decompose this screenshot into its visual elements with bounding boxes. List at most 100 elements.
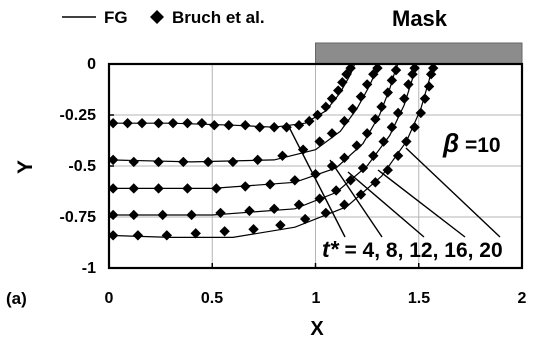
x-tick-label: 2 bbox=[518, 290, 527, 307]
data-point-diamond bbox=[345, 175, 356, 186]
data-point-diamond bbox=[167, 117, 179, 129]
data-point-diamond bbox=[293, 120, 305, 131]
data-point-diamond bbox=[107, 117, 119, 129]
data-point-diamond bbox=[227, 156, 239, 168]
data-point-diamond bbox=[244, 205, 255, 217]
data-point-diamond bbox=[190, 228, 201, 239]
axis-ticks bbox=[108, 63, 523, 269]
data-point-diamond bbox=[128, 156, 139, 168]
y-tick-label: -0.5 bbox=[68, 158, 96, 175]
legend: FG Bruch et al. bbox=[62, 8, 265, 27]
data-point-diamond bbox=[392, 107, 404, 119]
data-point-diamond bbox=[382, 87, 393, 98]
y-tick-label: -0.25 bbox=[60, 107, 97, 124]
data-point-diamond bbox=[409, 62, 420, 74]
data-point-diamond bbox=[347, 103, 358, 115]
data-point-diamond bbox=[419, 93, 431, 104]
data-point-diamond bbox=[314, 136, 325, 147]
data-point-diamond bbox=[269, 122, 280, 133]
data-point-diamond bbox=[357, 162, 369, 174]
leader-line-t20 bbox=[405, 147, 501, 238]
legend-diamond-marker bbox=[150, 10, 164, 24]
data-point-diamond bbox=[264, 179, 276, 190]
y-tick-label: -0.75 bbox=[60, 209, 97, 226]
data-point-diamond bbox=[215, 207, 226, 219]
data-point-diamond bbox=[132, 230, 144, 241]
data-point-diamond bbox=[423, 81, 435, 92]
data-point-diamond bbox=[252, 154, 263, 166]
data-point-diamond bbox=[409, 122, 420, 133]
data-point-diamond bbox=[275, 219, 286, 231]
data-point-diamond bbox=[326, 93, 338, 104]
data-point-diamond bbox=[314, 193, 325, 204]
y-axis-label: Y bbox=[14, 160, 37, 174]
mask-label: Mask bbox=[392, 6, 448, 31]
data-point-diamond bbox=[186, 209, 197, 221]
data-point-diamond bbox=[392, 150, 404, 161]
x-tick-label: 0 bbox=[105, 290, 114, 307]
data-point-diamond bbox=[320, 207, 332, 219]
t-star-values: = 4, 8, 12, 16, 20 bbox=[339, 239, 503, 262]
y-tick-labels: 0 -0.25 -0.5 -0.75 -1 bbox=[60, 56, 97, 277]
data-point-diamond bbox=[378, 136, 389, 147]
y-tick-label: -1 bbox=[82, 260, 96, 277]
data-point-diamond bbox=[333, 85, 344, 96]
data-point-diamond bbox=[153, 183, 164, 194]
data-point-diamond bbox=[107, 183, 119, 194]
beta-value: =10 bbox=[459, 134, 500, 157]
data-point-diamond bbox=[339, 152, 350, 164]
y-tick-label: 0 bbox=[87, 56, 96, 73]
data-point-diamond bbox=[157, 209, 168, 221]
leader-line-t12 bbox=[347, 171, 425, 238]
data-point-diamond bbox=[122, 117, 133, 129]
data-point-diamond bbox=[240, 181, 251, 192]
data-point-diamond bbox=[390, 64, 402, 76]
data-point-diamond bbox=[372, 62, 383, 74]
data-point-diamond bbox=[355, 189, 367, 200]
legend-label-fg: FG bbox=[104, 8, 128, 27]
series-line-3 bbox=[109, 63, 399, 189]
data-point-diamond bbox=[326, 160, 338, 172]
data-point-diamond bbox=[339, 199, 350, 210]
beta-symbol: β bbox=[442, 128, 459, 158]
series-group bbox=[107, 62, 439, 241]
data-point-diamond bbox=[297, 144, 309, 155]
data-point-diamond bbox=[339, 115, 350, 127]
data-point-diamond bbox=[182, 117, 193, 129]
data-point-diamond bbox=[209, 120, 220, 131]
data-point-diamond bbox=[386, 75, 398, 86]
data-point-diamond bbox=[153, 156, 164, 168]
data-point-diamond bbox=[136, 117, 148, 129]
data-point-diamond bbox=[399, 93, 410, 104]
data-point-diamond bbox=[403, 79, 414, 90]
data-point-diamond bbox=[277, 150, 288, 161]
data-point-diamond bbox=[361, 128, 373, 139]
data-point-diamond bbox=[196, 117, 208, 129]
data-point-diamond bbox=[289, 175, 301, 186]
data-point-diamond bbox=[345, 62, 356, 74]
data-point-diamond bbox=[401, 136, 412, 147]
data-point-diamond bbox=[211, 183, 222, 194]
data-point-diamond bbox=[361, 79, 373, 90]
data-point-diamond bbox=[370, 177, 381, 188]
leader-line-t16 bbox=[377, 169, 466, 238]
data-point-diamond bbox=[415, 107, 427, 119]
x-axis-label: X bbox=[310, 318, 324, 340]
legend-label-bruch: Bruch et al. bbox=[172, 8, 265, 27]
data-point-diamond bbox=[269, 203, 280, 215]
data-point-diamond bbox=[107, 230, 119, 241]
data-point-diamond bbox=[351, 140, 362, 151]
data-point-diamond bbox=[254, 122, 265, 133]
data-point-diamond bbox=[293, 199, 305, 210]
t-star-annotation: t* = 4, 8, 12, 16, 20 bbox=[322, 236, 503, 262]
data-point-diamond bbox=[202, 156, 214, 168]
annotation-leaders bbox=[287, 124, 501, 238]
x-tick-label: 0.5 bbox=[201, 290, 223, 307]
data-point-diamond bbox=[182, 183, 193, 194]
mask-bar bbox=[315, 42, 523, 65]
data-point-diamond bbox=[240, 120, 251, 131]
data-point-diamond bbox=[178, 156, 189, 168]
data-point-diamond bbox=[223, 120, 234, 131]
series-line-5 bbox=[108, 63, 434, 238]
